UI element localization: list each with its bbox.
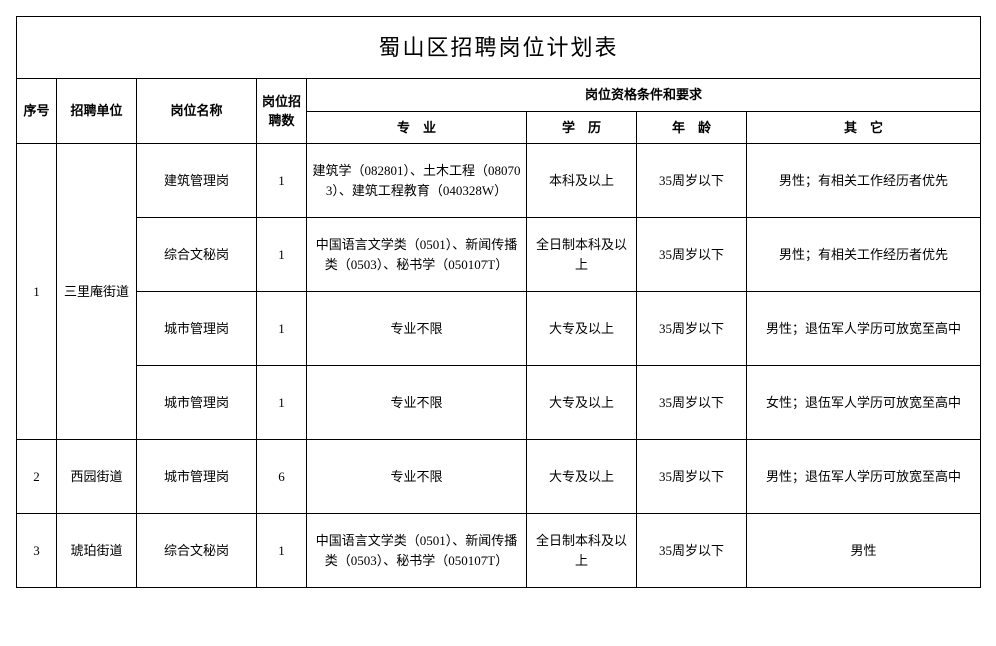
table-header-row-1: 序号 招聘单位 岗位名称 岗位招聘数 岗位资格条件和要求 xyxy=(17,79,981,112)
recruitment-plan-table: 蜀山区招聘岗位计划表 序号 招聘单位 岗位名称 岗位招聘数 岗位资格条件和要求 … xyxy=(16,16,981,588)
cell-position: 综合文秘岗 xyxy=(137,514,257,588)
col-other: 其 它 xyxy=(747,111,981,144)
cell-age: 35周岁以下 xyxy=(637,292,747,366)
cell-major: 中国语言文学类（0501）、新闻传播类（0503）、秘书学（050107T） xyxy=(307,218,527,292)
cell-position: 城市管理岗 xyxy=(137,292,257,366)
cell-position: 建筑管理岗 xyxy=(137,144,257,218)
col-major: 专 业 xyxy=(307,111,527,144)
cell-position: 城市管理岗 xyxy=(137,440,257,514)
table-title: 蜀山区招聘岗位计划表 xyxy=(17,17,981,79)
table-row: 1 三里庵街道 建筑管理岗 1 建筑学（082801）、土木工程（080703）… xyxy=(17,144,981,218)
cell-edu: 本科及以上 xyxy=(527,144,637,218)
cell-count: 6 xyxy=(257,440,307,514)
cell-count: 1 xyxy=(257,514,307,588)
cell-position: 城市管理岗 xyxy=(137,366,257,440)
cell-age: 35周岁以下 xyxy=(637,366,747,440)
cell-count: 1 xyxy=(257,366,307,440)
cell-other: 男性 xyxy=(747,514,981,588)
table-row: 2 西园街道 城市管理岗 6 专业不限 大专及以上 35周岁以下 男性；退伍军人… xyxy=(17,440,981,514)
cell-seq: 3 xyxy=(17,514,57,588)
col-seq: 序号 xyxy=(17,79,57,144)
table-row: 城市管理岗 1 专业不限 大专及以上 35周岁以下 女性；退伍军人学历可放宽至高… xyxy=(17,366,981,440)
cell-major: 建筑学（082801）、土木工程（080703）、建筑工程教育（040328W） xyxy=(307,144,527,218)
col-position: 岗位名称 xyxy=(137,79,257,144)
col-count: 岗位招聘数 xyxy=(257,79,307,144)
cell-unit: 琥珀街道 xyxy=(57,514,137,588)
cell-edu: 全日制本科及以上 xyxy=(527,514,637,588)
table-row: 城市管理岗 1 专业不限 大专及以上 35周岁以下 男性；退伍军人学历可放宽至高… xyxy=(17,292,981,366)
cell-major: 中国语言文学类（0501）、新闻传播类（0503）、秘书学（050107T） xyxy=(307,514,527,588)
cell-count: 1 xyxy=(257,218,307,292)
cell-seq: 1 xyxy=(17,144,57,440)
table-row: 综合文秘岗 1 中国语言文学类（0501）、新闻传播类（0503）、秘书学（05… xyxy=(17,218,981,292)
cell-other: 男性；有相关工作经历者优先 xyxy=(747,144,981,218)
col-age: 年 龄 xyxy=(637,111,747,144)
cell-other: 男性；退伍军人学历可放宽至高中 xyxy=(747,292,981,366)
col-req-group: 岗位资格条件和要求 xyxy=(307,79,981,112)
cell-edu: 大专及以上 xyxy=(527,292,637,366)
cell-count: 1 xyxy=(257,144,307,218)
cell-age: 35周岁以下 xyxy=(637,514,747,588)
cell-edu: 大专及以上 xyxy=(527,440,637,514)
cell-count: 1 xyxy=(257,292,307,366)
cell-major: 专业不限 xyxy=(307,292,527,366)
cell-position: 综合文秘岗 xyxy=(137,218,257,292)
cell-other: 女性；退伍军人学历可放宽至高中 xyxy=(747,366,981,440)
cell-age: 35周岁以下 xyxy=(637,440,747,514)
cell-age: 35周岁以下 xyxy=(637,218,747,292)
table-title-row: 蜀山区招聘岗位计划表 xyxy=(17,17,981,79)
cell-major: 专业不限 xyxy=(307,366,527,440)
cell-unit: 西园街道 xyxy=(57,440,137,514)
cell-major: 专业不限 xyxy=(307,440,527,514)
col-unit: 招聘单位 xyxy=(57,79,137,144)
cell-age: 35周岁以下 xyxy=(637,144,747,218)
cell-edu: 大专及以上 xyxy=(527,366,637,440)
col-edu: 学 历 xyxy=(527,111,637,144)
cell-other: 男性；有相关工作经历者优先 xyxy=(747,218,981,292)
cell-edu: 全日制本科及以上 xyxy=(527,218,637,292)
cell-other: 男性；退伍军人学历可放宽至高中 xyxy=(747,440,981,514)
cell-seq: 2 xyxy=(17,440,57,514)
table-row: 3 琥珀街道 综合文秘岗 1 中国语言文学类（0501）、新闻传播类（0503）… xyxy=(17,514,981,588)
cell-unit: 三里庵街道 xyxy=(57,144,137,440)
